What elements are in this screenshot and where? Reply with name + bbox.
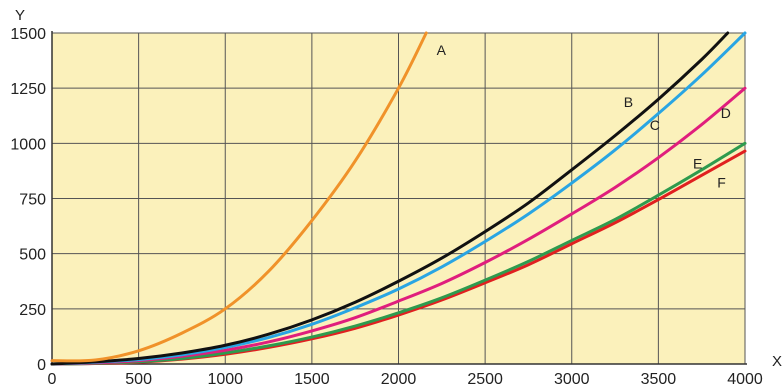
- x-tick-label: 1000: [207, 371, 243, 388]
- curve-label-d: D: [721, 105, 731, 121]
- y-tick-label: 750: [19, 192, 46, 209]
- y-axis-label: Y: [15, 7, 25, 24]
- x-tick-label: 2000: [381, 371, 417, 388]
- x-tick-label: 2500: [467, 371, 503, 388]
- x-tick-label: 3500: [641, 371, 677, 388]
- x-tick-label: 4000: [727, 371, 763, 388]
- x-axis-label: X: [772, 353, 782, 370]
- x-tick-label: 3000: [554, 371, 590, 388]
- y-tick-label: 250: [19, 302, 46, 319]
- series-line-e: [50, 141, 747, 366]
- y-tick-label: 0: [37, 357, 46, 374]
- curve-label-a: A: [437, 42, 447, 58]
- x-tick-label: 500: [125, 371, 152, 388]
- curve-label-b: B: [624, 94, 633, 110]
- x-tick-label: 1500: [294, 371, 330, 388]
- curve-label-c: C: [650, 117, 660, 133]
- axes: [51, 31, 747, 365]
- y-tick-label: 500: [19, 247, 46, 264]
- y-tick-label: 1000: [10, 136, 46, 153]
- series-lines: [50, 31, 747, 366]
- series-line-b: [50, 31, 730, 366]
- curve-label-e: E: [693, 156, 702, 172]
- series-line-a: [50, 31, 428, 363]
- series-line-c: [50, 31, 747, 366]
- x-tick-label: 0: [48, 371, 57, 388]
- y-tick-label: 1250: [10, 81, 46, 98]
- curve-labels: A B C D EF: [437, 42, 731, 190]
- curve-label-f: F: [717, 174, 726, 190]
- y-tick-label: 1500: [10, 26, 46, 43]
- tick-labels: 0 500 1000 1500 2000 2500 3000 3500 4000 0 250 500 7…: [10, 26, 762, 388]
